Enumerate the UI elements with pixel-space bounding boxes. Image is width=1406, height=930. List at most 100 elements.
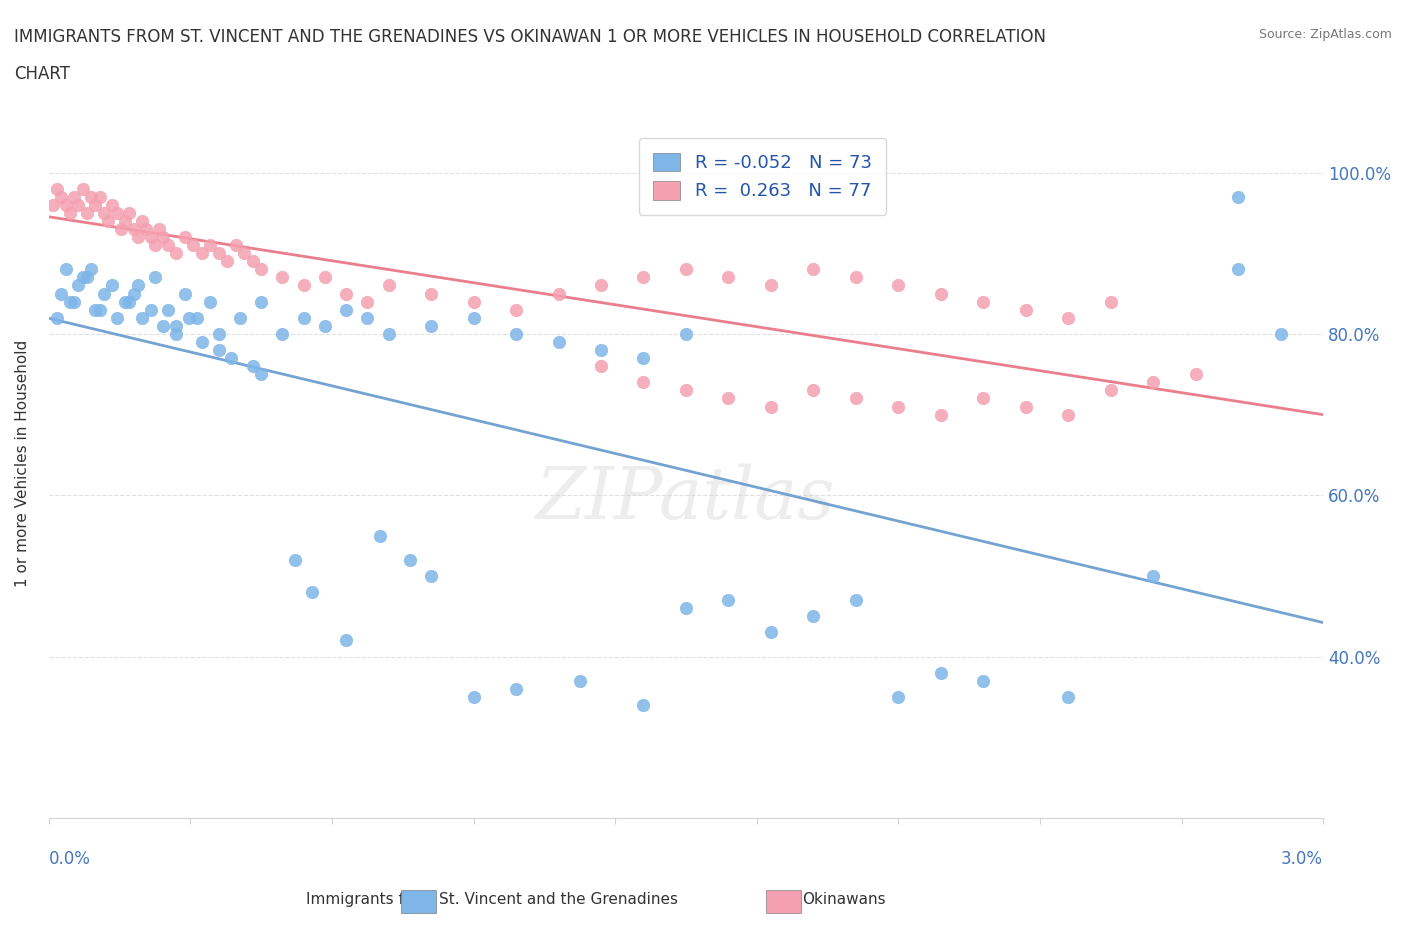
Point	[152, 230, 174, 245]
Point	[675, 601, 697, 616]
Point	[759, 625, 782, 640]
Point	[717, 270, 740, 285]
Point	[46, 311, 69, 325]
Point	[93, 286, 115, 301]
Point	[105, 311, 128, 325]
Point	[97, 214, 120, 229]
Point	[118, 206, 141, 220]
Point	[887, 689, 910, 704]
Point	[759, 278, 782, 293]
Point	[114, 214, 136, 229]
Text: ZIPatlas: ZIPatlas	[536, 463, 835, 534]
Point	[463, 294, 485, 309]
Point	[84, 197, 107, 212]
Point	[335, 302, 357, 317]
Point	[1057, 689, 1080, 704]
Point	[139, 302, 162, 317]
Point	[1099, 294, 1122, 309]
Point	[568, 673, 591, 688]
Point	[233, 246, 256, 260]
Point	[59, 294, 82, 309]
Point	[139, 230, 162, 245]
Point	[505, 326, 527, 341]
Point	[51, 190, 73, 205]
Point	[156, 238, 179, 253]
Point	[122, 221, 145, 236]
Point	[335, 286, 357, 301]
Point	[1057, 407, 1080, 422]
Point	[156, 302, 179, 317]
Y-axis label: 1 or more Vehicles in Household: 1 or more Vehicles in Household	[15, 339, 30, 587]
Point	[292, 311, 315, 325]
Point	[250, 262, 273, 277]
Point	[398, 552, 420, 567]
Point	[633, 351, 655, 365]
Point	[887, 399, 910, 414]
Point	[89, 302, 111, 317]
Point	[46, 181, 69, 196]
Point	[59, 206, 82, 220]
Point	[356, 311, 378, 325]
Point	[845, 391, 868, 405]
Point	[63, 294, 86, 309]
Point	[143, 238, 166, 253]
Point	[717, 592, 740, 607]
Point	[225, 238, 247, 253]
Point	[190, 246, 212, 260]
Point	[131, 311, 153, 325]
Point	[547, 286, 569, 301]
Point	[972, 391, 994, 405]
Text: CHART: CHART	[14, 65, 70, 83]
Text: 3.0%: 3.0%	[1281, 850, 1323, 869]
Point	[208, 246, 231, 260]
Point	[463, 689, 485, 704]
Point	[177, 311, 200, 325]
Point	[1015, 399, 1038, 414]
Point	[208, 342, 231, 357]
Point	[845, 270, 868, 285]
Point	[284, 552, 307, 567]
Point	[420, 318, 443, 333]
Point	[887, 278, 910, 293]
Point	[165, 318, 187, 333]
Point	[463, 311, 485, 325]
Point	[589, 342, 612, 357]
Point	[131, 214, 153, 229]
Point	[250, 294, 273, 309]
Point	[547, 335, 569, 350]
Point	[1184, 366, 1206, 381]
Point	[143, 270, 166, 285]
Point	[505, 302, 527, 317]
Point	[271, 270, 294, 285]
Point	[1099, 383, 1122, 398]
Point	[148, 221, 170, 236]
Text: Immigrants from St. Vincent and the Grenadines: Immigrants from St. Vincent and the Gren…	[307, 892, 678, 907]
Point	[420, 568, 443, 583]
Point	[101, 278, 124, 293]
Point	[1142, 375, 1164, 390]
Text: 0.0%: 0.0%	[49, 850, 90, 869]
Point	[72, 181, 94, 196]
Point	[314, 270, 336, 285]
Point	[217, 254, 239, 269]
Point	[55, 262, 77, 277]
Point	[377, 326, 399, 341]
Point	[356, 294, 378, 309]
Point	[368, 528, 391, 543]
Point	[152, 318, 174, 333]
Point	[675, 326, 697, 341]
Point	[76, 270, 98, 285]
Point	[972, 673, 994, 688]
Point	[589, 359, 612, 374]
Point	[505, 682, 527, 697]
Point	[67, 278, 90, 293]
Text: IMMIGRANTS FROM ST. VINCENT AND THE GRENADINES VS OKINAWAN 1 OR MORE VEHICLES IN: IMMIGRANTS FROM ST. VINCENT AND THE GREN…	[14, 28, 1046, 46]
Point	[208, 326, 231, 341]
Point	[1227, 262, 1250, 277]
Point	[198, 238, 221, 253]
Point	[76, 206, 98, 220]
Point	[335, 633, 357, 648]
Point	[122, 286, 145, 301]
Point	[1227, 190, 1250, 205]
Point	[72, 270, 94, 285]
